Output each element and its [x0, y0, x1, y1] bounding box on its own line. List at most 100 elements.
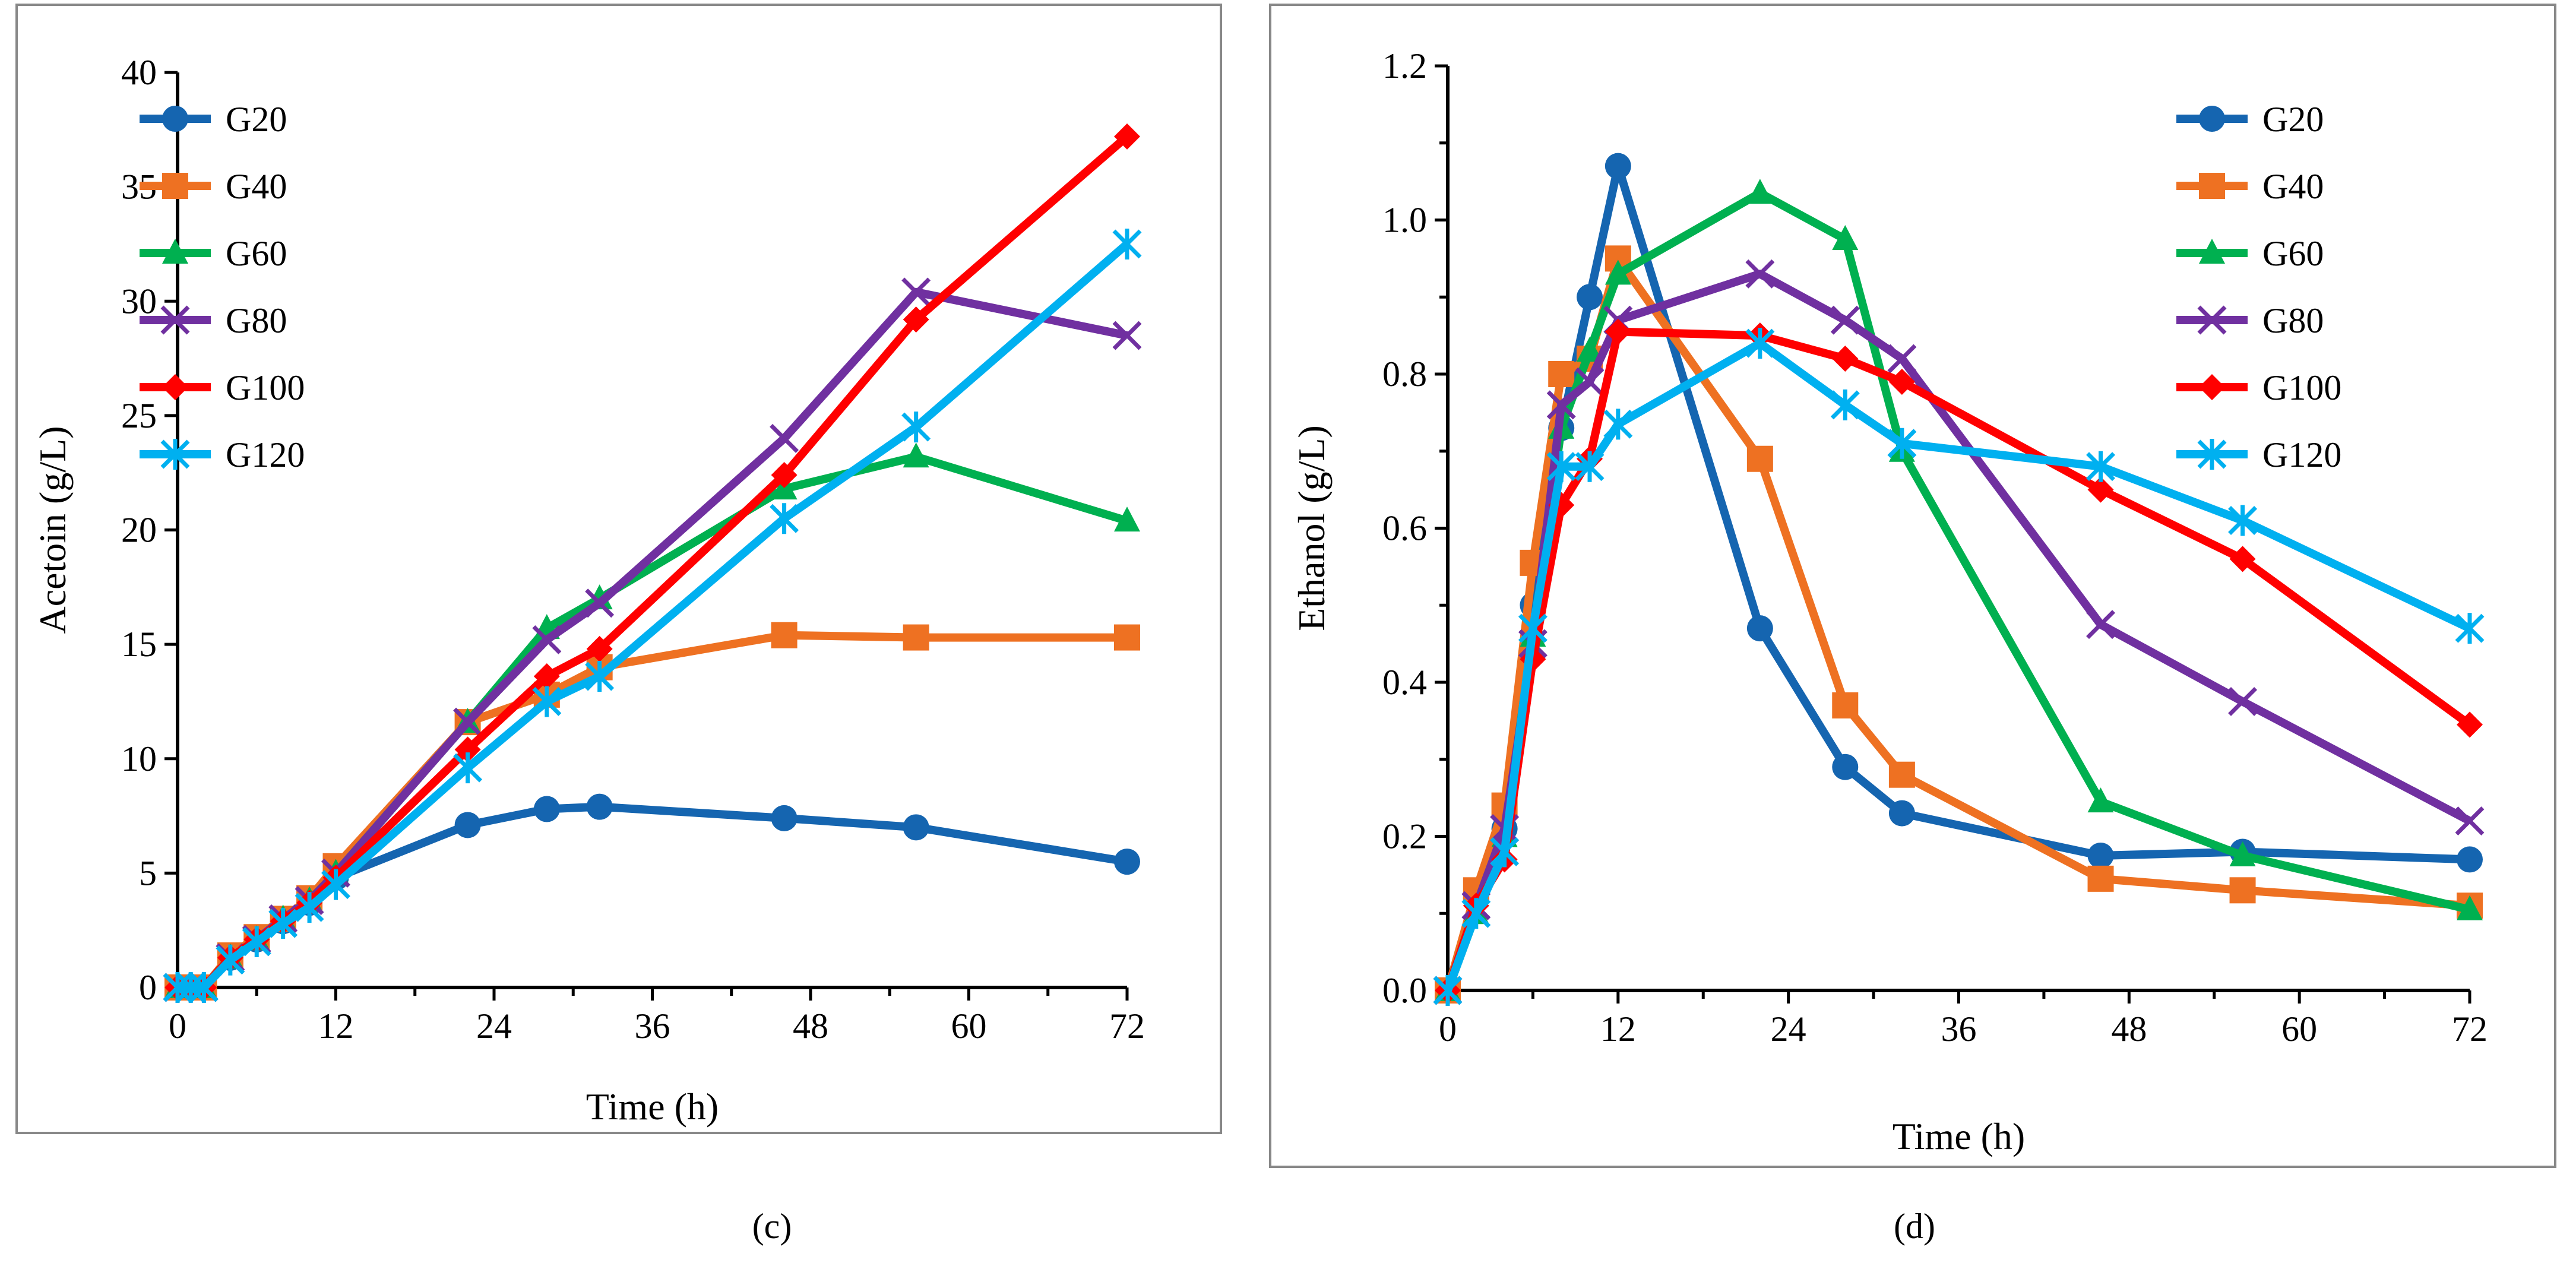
- data-point-g80: [1745, 259, 1775, 289]
- data-point-g60: [2087, 787, 2114, 813]
- y-tick-label: 30: [121, 281, 157, 321]
- y-tick-label: 0.4: [1382, 663, 1427, 702]
- data-point-g20: [1888, 800, 1915, 827]
- legend-marker-g40: [162, 173, 188, 199]
- data-point-g60: [1605, 259, 1631, 285]
- data-point-g80: [1887, 344, 1917, 373]
- x-tick-label: 72: [2452, 1009, 2488, 1049]
- data-point-g120: [901, 411, 931, 443]
- data-point-g60: [1577, 337, 1603, 362]
- x-tick-label: 72: [1109, 1006, 1145, 1046]
- y-tick-label: 15: [121, 625, 157, 664]
- data-point-g100: [586, 635, 613, 662]
- data-point-g100: [2087, 476, 2114, 503]
- data-point-g100: [533, 663, 560, 690]
- data-point-g80: [532, 625, 562, 654]
- y-tick-label: 0: [139, 968, 157, 1007]
- legend-marker-g60: [2199, 239, 2225, 264]
- data-point-g120: [1518, 613, 1548, 644]
- data-point-g20: [2457, 846, 2483, 873]
- legend-label: G120: [226, 435, 305, 474]
- data-point-g120: [216, 944, 245, 976]
- data-point-g60: [2229, 841, 2256, 866]
- legend-label: G100: [226, 368, 305, 407]
- y-axis-label: Acetoin (g/L): [31, 426, 74, 634]
- x-tick-label: 48: [2111, 1009, 2147, 1049]
- data-point-g100: [1114, 123, 1140, 150]
- legend-marker-g60: [162, 239, 188, 264]
- data-point-g120: [532, 686, 562, 717]
- data-point-g80: [2455, 806, 2485, 836]
- x-tick-label: 12: [1600, 1009, 1636, 1049]
- y-tick-label: 0.8: [1382, 354, 1427, 394]
- data-point-g80: [1112, 321, 1142, 350]
- data-point-g80: [585, 588, 615, 618]
- data-point-g40: [903, 624, 929, 651]
- legend-marker-g20: [162, 106, 188, 132]
- data-point-g80: [453, 707, 483, 737]
- data-point-g80: [1546, 390, 1576, 420]
- legend-label: G60: [2262, 234, 2324, 273]
- data-point-g120: [2086, 451, 2116, 482]
- data-point-g100: [2457, 711, 2483, 738]
- data-point-g120: [585, 661, 615, 692]
- data-point-g100: [771, 462, 798, 489]
- data-point-g120: [1830, 389, 1860, 420]
- x-tick-label: 60: [951, 1006, 987, 1046]
- data-point-g100: [2229, 546, 2256, 572]
- data-point-g120: [1603, 409, 1633, 440]
- data-point-g40: [1888, 761, 1915, 788]
- y-tick-label: 0.0: [1382, 971, 1427, 1010]
- series-line-g120: [178, 240, 1130, 992]
- data-point-g60: [1746, 179, 1773, 204]
- data-point-g40: [1746, 445, 1773, 472]
- data-point-g120: [2455, 613, 2485, 644]
- data-point-g20: [1114, 849, 1140, 875]
- data-point-g80: [770, 423, 799, 453]
- data-point-g120: [295, 892, 324, 923]
- legend-label: G80: [2262, 301, 2324, 340]
- data-point-g80: [901, 277, 931, 307]
- x-tick-label: 48: [793, 1006, 828, 1046]
- data-point-g120: [1490, 836, 1520, 868]
- data-point-g120: [189, 972, 219, 1003]
- data-point-g60: [2457, 895, 2483, 920]
- data-point-g120: [1461, 898, 1491, 929]
- series-g120: [1433, 328, 2485, 1006]
- data-point-g120: [770, 503, 799, 534]
- legend-label: G20: [2262, 100, 2324, 139]
- data-point-g100: [454, 736, 481, 763]
- y-tick-label: 10: [121, 739, 157, 778]
- panel-d-label: (d): [1894, 1207, 1935, 1246]
- data-point-g80: [2086, 610, 2116, 640]
- data-point-g40: [2087, 865, 2114, 892]
- data-point-g40: [1832, 692, 1859, 718]
- data-point-g80: [1575, 367, 1605, 397]
- data-point-g120: [1546, 451, 1576, 482]
- data-point-g20: [1832, 754, 1859, 780]
- data-point-g40: [2229, 877, 2256, 904]
- chart-ethanol: 0 12 24 36 48 60 72 0.0 0.2 0.4 0.6 0.8 1.0 1.2 Time (…: [1290, 46, 2488, 1157]
- x-tick-label: 0: [1439, 1009, 1457, 1049]
- y-tick-label: 20: [121, 511, 157, 550]
- y-tick-label: 1.0: [1382, 201, 1427, 240]
- data-point-g80: [1830, 305, 1860, 335]
- data-point-g20: [771, 805, 798, 831]
- data-point-g120: [321, 869, 350, 900]
- data-point-g100: [1888, 368, 1915, 395]
- data-point-g40: [1548, 361, 1575, 387]
- data-point-g120: [268, 908, 298, 939]
- data-point-g60: [903, 442, 929, 468]
- x-tick-label: 24: [476, 1006, 512, 1046]
- data-point-g20: [586, 793, 613, 820]
- legend-label: G60: [226, 234, 287, 273]
- panel-c-frame: [15, 4, 1222, 1134]
- y-tick-label: 5: [139, 853, 157, 892]
- data-point-g120: [1112, 228, 1142, 259]
- data-point-g100: [1832, 346, 1859, 372]
- data-point-g80: [2228, 686, 2258, 716]
- x-tick-label: 12: [318, 1006, 354, 1046]
- data-point-g40: [1114, 624, 1140, 651]
